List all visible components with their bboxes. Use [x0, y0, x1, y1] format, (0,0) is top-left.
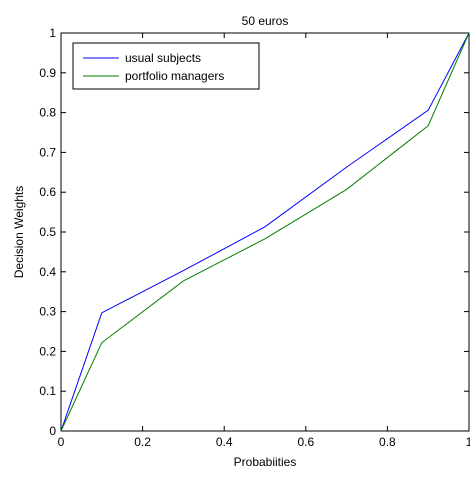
- legend-box: [72, 42, 260, 90]
- x-tick-label: 0.2: [134, 435, 151, 449]
- series-line-1: [60, 32, 470, 432]
- x-tick-label: 0.6: [297, 435, 314, 449]
- series-line-2: [60, 32, 470, 432]
- x-tick-label: 0.8: [379, 435, 396, 449]
- y-tick-label: 0.3: [39, 305, 56, 319]
- y-tick-label: 1: [49, 26, 56, 40]
- y-tick-label: 0.4: [39, 265, 56, 279]
- y-tick-label: 0.1: [39, 384, 56, 398]
- x-tick-label: 1: [466, 435, 470, 449]
- x-tick-label: 0: [58, 435, 65, 449]
- y-axis-title: Decision Weights: [12, 186, 26, 278]
- y-tick-label: 0.7: [39, 145, 56, 159]
- y-tick-label: 0.9: [39, 66, 56, 80]
- y-tick-label: 0.2: [39, 344, 56, 358]
- y-tick-label: 0: [49, 424, 56, 438]
- legend: usual subjects portfolio managers: [72, 42, 260, 90]
- y-tick-label: 0.8: [39, 106, 56, 120]
- y-tick-label: 0.6: [39, 185, 56, 199]
- legend-label-1: usual subjects: [125, 51, 201, 65]
- chart-title: 50 euros: [242, 14, 289, 28]
- x-tick-label: 0.4: [216, 435, 233, 449]
- x-axis-title: Probabiities: [234, 455, 297, 469]
- y-tick-label: 0.5: [39, 225, 56, 239]
- legend-label-2: portfolio managers: [125, 69, 224, 83]
- plot-area: 0 0.2 0.4 0.6 0.8 1 0 0.1 0.2 0.3 0.4 0.5 0.6 0.7 0.8 0…: [39, 26, 470, 449]
